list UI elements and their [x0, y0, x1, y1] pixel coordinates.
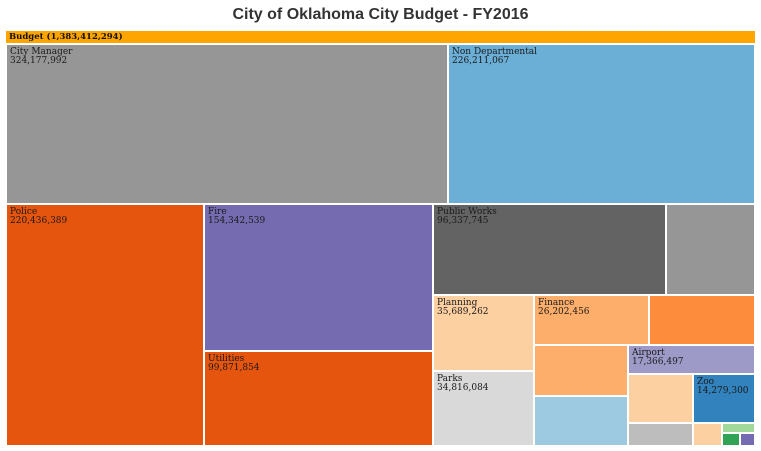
treemap-cell-unlabeled-19[interactable]: [722, 433, 740, 446]
treemap-cell-non-departmental[interactable]: Non Departmental 226,211,067: [448, 44, 755, 204]
cell-value-label: 35,689,262: [437, 307, 489, 317]
cell-name-label: Non Departmental: [452, 47, 538, 57]
treemap-cell-unlabeled-18[interactable]: [722, 423, 755, 433]
treemap-cell-airport[interactable]: Airport 17,366,497: [628, 345, 755, 374]
treemap-cell-fire[interactable]: Fire 154,342,539: [204, 204, 433, 351]
cell-name-label: Airport: [632, 348, 665, 358]
cell-name-label: Public Works: [437, 207, 497, 217]
cell-name-label: Utilities: [208, 354, 245, 364]
cell-value-label: 324,177,992: [10, 56, 68, 66]
treemap-root-bar[interactable]: Budget (1,383,412,294): [6, 31, 755, 43]
treemap-cell-unlabeled-14[interactable]: [628, 374, 693, 423]
treemap-cell-unlabeled-9[interactable]: [649, 295, 755, 345]
cell-value-label: 14,279,300: [697, 386, 749, 396]
cell-value-label: 96,337,745: [437, 216, 489, 226]
cell-value-label: 34,816,084: [437, 383, 489, 393]
treemap-cell-unlabeled-17[interactable]: [693, 423, 722, 446]
treemap-cell-parks[interactable]: Parks 34,816,084: [433, 371, 534, 446]
cell-value-label: 154,342,539: [208, 216, 266, 226]
cell-name-label: Zoo: [697, 377, 715, 387]
cell-value-label: 226,211,067: [452, 56, 510, 66]
treemap-cell-unlabeled-11[interactable]: [534, 345, 628, 396]
treemap-cell-utilities[interactable]: Utilities 99,871,854: [204, 351, 433, 446]
treemap-cell-zoo[interactable]: Zoo 14,279,300: [693, 374, 755, 423]
cell-name-label: Planning: [437, 298, 478, 308]
cell-name-label: Police: [10, 207, 38, 217]
cell-name-label: City Manager: [10, 47, 73, 57]
cell-value-label: 220,436,389: [10, 216, 68, 226]
cell-name-label: Finance: [538, 298, 575, 308]
treemap-cell-public-works[interactable]: Public Works 96,337,745: [433, 204, 666, 295]
treemap-cell-city-manager[interactable]: City Manager 324,177,992: [6, 44, 448, 204]
treemap-cell-finance[interactable]: Finance 26,202,456: [534, 295, 649, 345]
cell-value-label: 99,871,854: [208, 363, 260, 373]
treemap-cell-unlabeled-16[interactable]: [628, 423, 693, 446]
treemap-root-label: Budget (1,383,412,294): [9, 32, 123, 42]
cell-name-label: Parks: [437, 374, 463, 384]
cell-name-label: Fire: [208, 207, 227, 217]
chart-title: City of Oklahoma City Budget - FY2016: [232, 6, 529, 23]
cell-value-label: 26,202,456: [538, 307, 590, 317]
treemap-cell-unlabeled-20[interactable]: [740, 433, 755, 446]
treemap-cell-unlabeled-6[interactable]: [666, 204, 755, 295]
treemap-cell-police[interactable]: Police 220,436,389: [6, 204, 204, 446]
cell-value-label: 17,366,497: [632, 357, 684, 367]
treemap-cell-planning[interactable]: Planning 35,689,262: [433, 295, 534, 371]
treemap-cell-unlabeled-13[interactable]: [534, 396, 628, 446]
